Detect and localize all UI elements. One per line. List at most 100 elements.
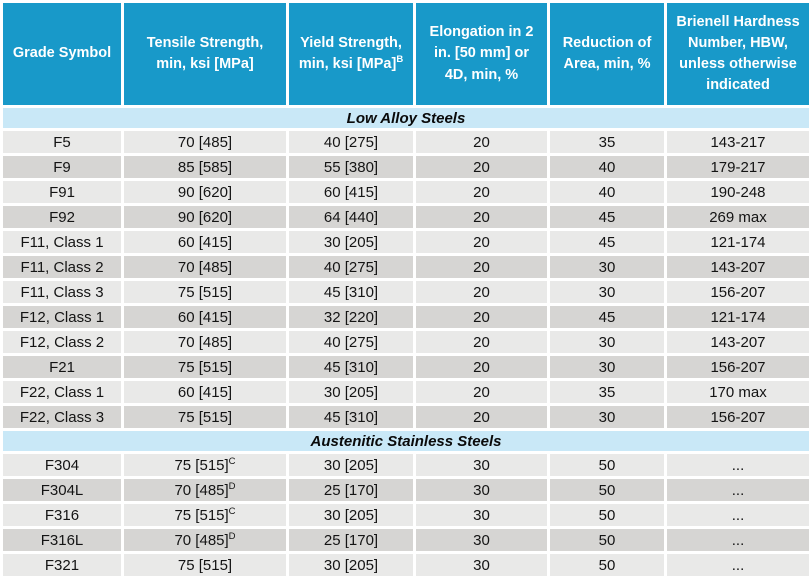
- column-header-3: Yield Strength, min, ksi [MPa]B: [289, 3, 413, 105]
- tensile-value: 75 [515]: [177, 283, 233, 301]
- elongation-value: 20: [473, 133, 490, 151]
- hardness-cell: ...: [667, 554, 809, 576]
- yield-cell: 55 [380]: [289, 156, 413, 178]
- tensile-cell: 85 [585]: [124, 156, 286, 178]
- yield-value: 40 [275]: [323, 258, 379, 276]
- elongation-cell: 30: [416, 454, 547, 476]
- hardness-cell: 143-217: [667, 131, 809, 153]
- elongation-value: 30: [473, 456, 490, 474]
- table-row: F304L 70 [485]D 25 [170] 30 50...: [3, 479, 809, 501]
- table-row: F21 75 [515] 45 [310] 20 30 156-207: [3, 356, 809, 378]
- tensile-cell: 75 [515]: [124, 554, 286, 576]
- tensile-value: 90 [620]: [177, 208, 233, 226]
- elongation-cell: 20: [416, 156, 547, 178]
- tensile-cell: 90 [620]: [124, 206, 286, 228]
- reduction-cell: 30: [550, 331, 664, 353]
- grade-cell: F92: [3, 206, 121, 228]
- grade-value: F316L: [40, 531, 84, 549]
- yield-value: 25 [170]: [323, 531, 379, 549]
- elongation-cell: 20: [416, 181, 547, 203]
- yield-cell: 64 [440]: [289, 206, 413, 228]
- elongation-value: 20: [473, 383, 490, 401]
- reduction-cell: 40: [550, 156, 664, 178]
- reduction-cell: 30: [550, 406, 664, 428]
- table-header: Grade Symbol Tensile Strength, min, ksi […: [3, 3, 809, 105]
- reduction-cell: 45: [550, 231, 664, 253]
- hardness-cell: 156-207: [667, 356, 809, 378]
- hardness-value: 143-207: [710, 333, 766, 351]
- reduction-value: 30: [598, 333, 616, 351]
- grade-cell: F91: [3, 181, 121, 203]
- column-header-5: Reduction of Area, min, %: [550, 3, 664, 105]
- elongation-value: 30: [473, 556, 490, 574]
- hardness-cell: 156-207: [667, 406, 809, 428]
- tensile-value: 85 [585]: [177, 158, 233, 176]
- table-row: F9 85 [585] 55 [380] 20 40 179-217: [3, 156, 809, 178]
- tensile-value: 60 [415]: [177, 308, 233, 326]
- tensile-value: 75 [515]: [174, 506, 229, 524]
- elongation-cell: 20: [416, 381, 547, 403]
- grade-value: F92: [49, 208, 75, 226]
- yield-value: 60 [415]: [323, 183, 379, 201]
- reduction-cell: 30: [550, 356, 664, 378]
- tensile-cell: 75 [515]: [124, 356, 286, 378]
- hardness-cell: ...: [667, 504, 809, 526]
- reduction-value: 40: [598, 183, 616, 201]
- tensile-value: 70 [485]: [177, 258, 233, 276]
- grade-value: F21: [49, 358, 75, 376]
- grade-value: F304: [44, 456, 80, 474]
- hardness-value: 121-174: [710, 233, 766, 251]
- hardness-value: 190-248: [710, 183, 766, 201]
- hardness-value: ...: [731, 531, 745, 549]
- yield-cell: 45 [310]: [289, 356, 413, 378]
- elongation-value: 20: [473, 233, 490, 251]
- column-header-6: Brienell Hardness Number, HBW, unless ot…: [667, 3, 809, 105]
- yield-value: 25 [170]: [323, 481, 379, 499]
- table-row: F22, Class 1 60 [415] 30 [205] 20 35 170 max: [3, 381, 809, 403]
- grade-cell: F321: [3, 554, 121, 576]
- yield-cell: 25 [170]: [289, 479, 413, 501]
- reduction-value: 30: [598, 283, 616, 301]
- reduction-cell: 35: [550, 131, 664, 153]
- elongation-value: 20: [473, 158, 490, 176]
- reduction-value: 45: [598, 208, 616, 226]
- reduction-cell: 30: [550, 256, 664, 278]
- table-row: F304 75 [515]C 30 [205] 30 50...: [3, 454, 809, 476]
- grade-cell: F304: [3, 454, 121, 476]
- table-row: F11, Class 1 60 [415] 30 [205] 20 45 121-174: [3, 231, 809, 253]
- yield-value: 64 [440]: [323, 208, 379, 226]
- elongation-cell: 20: [416, 331, 547, 353]
- table-row: F321 75 [515] 30 [205] 30 50...: [3, 554, 809, 576]
- yield-value: 55 [380]: [323, 158, 379, 176]
- yield-value: 40 [275]: [323, 133, 379, 151]
- hardness-cell: ...: [667, 479, 809, 501]
- reduction-cell: 35: [550, 381, 664, 403]
- tensile-value: 75 [515]: [177, 408, 233, 426]
- table-row: F91 90 [620] 60 [415] 20 40 190-248: [3, 181, 809, 203]
- hardness-cell: 269 max: [667, 206, 809, 228]
- elongation-value: 20: [473, 408, 490, 426]
- hardness-value: 156-207: [710, 408, 766, 426]
- tensile-cell: 90 [620]: [124, 181, 286, 203]
- hardness-value: ...: [731, 456, 745, 474]
- column-header-2: Tensile Strength, min, ksi [MPa]: [124, 3, 286, 105]
- tensile-cell: 75 [515]: [124, 281, 286, 303]
- hardness-cell: ...: [667, 454, 809, 476]
- reduction-cell: 30: [550, 281, 664, 303]
- tensile-footnote: C: [228, 455, 236, 467]
- tensile-cell: 70 [485]: [124, 331, 286, 353]
- yield-cell: 40 [275]: [289, 256, 413, 278]
- yield-value: 45 [310]: [323, 283, 379, 301]
- elongation-cell: 20: [416, 406, 547, 428]
- tensile-cell: 70 [485]: [124, 256, 286, 278]
- header-row: Grade Symbol Tensile Strength, min, ksi […: [3, 3, 809, 105]
- yield-cell: 60 [415]: [289, 181, 413, 203]
- table-row: F11, Class 3 75 [515] 45 [310] 20 30 156-207: [3, 281, 809, 303]
- grade-cell: F12, Class 1: [3, 306, 121, 328]
- grade-value: F12, Class 2: [19, 333, 105, 351]
- tensile-cell: 60 [415]: [124, 381, 286, 403]
- yield-cell: 45 [310]: [289, 281, 413, 303]
- reduction-value: 30: [598, 358, 616, 376]
- hardness-value: 269 max: [709, 208, 767, 226]
